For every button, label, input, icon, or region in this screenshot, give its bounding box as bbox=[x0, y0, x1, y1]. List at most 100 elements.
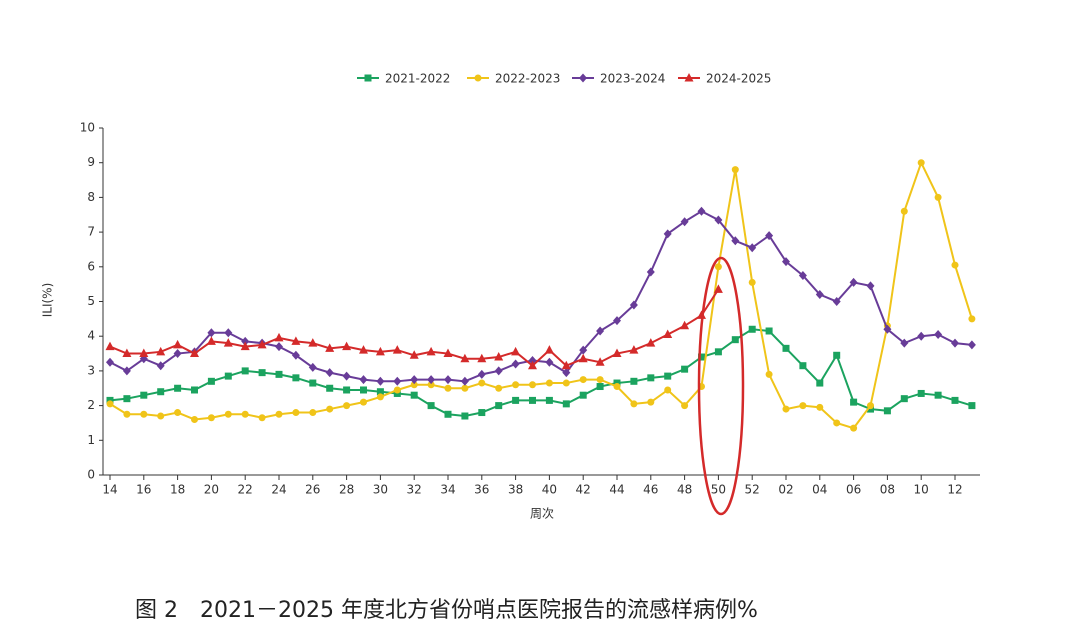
y-tick-label: 9 bbox=[87, 155, 95, 169]
x-tick-label: 24 bbox=[271, 483, 286, 497]
marker bbox=[900, 207, 908, 215]
marker bbox=[850, 424, 858, 432]
x-tick-label: 20 bbox=[204, 483, 219, 497]
marker bbox=[240, 341, 250, 351]
marker bbox=[173, 349, 182, 359]
marker bbox=[291, 336, 301, 345]
marker bbox=[748, 325, 756, 333]
marker bbox=[427, 375, 436, 385]
marker bbox=[544, 345, 554, 354]
marker bbox=[681, 402, 689, 410]
marker bbox=[511, 346, 521, 356]
marker bbox=[207, 377, 215, 385]
marker bbox=[191, 415, 198, 423]
legend-label: 2022-2023 bbox=[495, 72, 560, 86]
marker bbox=[173, 339, 183, 349]
marker bbox=[629, 345, 639, 354]
marker bbox=[292, 409, 300, 417]
marker bbox=[275, 342, 283, 352]
marker bbox=[680, 217, 689, 227]
y-tick-label: 3 bbox=[87, 363, 95, 377]
marker bbox=[798, 270, 807, 280]
marker bbox=[106, 400, 114, 408]
marker bbox=[375, 346, 385, 356]
marker bbox=[495, 402, 503, 410]
marker bbox=[596, 376, 604, 384]
marker bbox=[224, 328, 233, 338]
marker bbox=[816, 379, 824, 387]
legend-label: 2024-2025 bbox=[706, 72, 771, 86]
marker bbox=[392, 345, 402, 354]
marker bbox=[156, 361, 165, 371]
marker bbox=[409, 350, 419, 359]
marker bbox=[579, 376, 587, 384]
x-tick-label: 10 bbox=[914, 483, 929, 497]
x-tick-label: 08 bbox=[880, 483, 895, 497]
y-tick-label: 7 bbox=[87, 225, 95, 239]
x-tick-label: 04 bbox=[812, 483, 827, 497]
marker bbox=[815, 290, 824, 300]
y-tick-label: 10 bbox=[80, 121, 95, 135]
marker bbox=[731, 336, 739, 344]
marker bbox=[342, 341, 352, 351]
marker bbox=[376, 376, 385, 386]
legend-marker bbox=[579, 73, 587, 83]
marker bbox=[224, 372, 232, 380]
marker bbox=[292, 374, 300, 382]
marker bbox=[105, 341, 115, 351]
marker bbox=[460, 376, 469, 386]
marker bbox=[494, 366, 503, 376]
marker bbox=[376, 393, 384, 401]
marker bbox=[444, 410, 452, 418]
marker bbox=[917, 389, 925, 397]
legend-marker bbox=[684, 73, 694, 82]
marker bbox=[460, 353, 470, 363]
marker bbox=[308, 338, 318, 347]
x-tick-label: 06 bbox=[846, 483, 861, 497]
marker bbox=[376, 388, 384, 396]
marker bbox=[545, 357, 554, 367]
marker bbox=[478, 409, 486, 417]
marker bbox=[528, 360, 537, 370]
marker bbox=[680, 320, 690, 330]
marker bbox=[207, 328, 216, 338]
marker bbox=[258, 369, 266, 377]
marker bbox=[765, 327, 773, 335]
marker bbox=[900, 395, 908, 403]
marker bbox=[206, 336, 216, 345]
x-tick-label: 52 bbox=[745, 483, 760, 497]
x-tick-label: 50 bbox=[711, 483, 726, 497]
marker bbox=[443, 348, 453, 358]
marker bbox=[934, 391, 942, 399]
marker bbox=[832, 297, 841, 306]
marker bbox=[545, 396, 553, 404]
marker bbox=[359, 375, 368, 385]
x-tick-label: 26 bbox=[305, 483, 320, 497]
legend-marker bbox=[364, 74, 372, 82]
x-tick-label: 14 bbox=[102, 483, 117, 497]
marker bbox=[782, 344, 790, 352]
y-tick-label: 6 bbox=[87, 259, 95, 273]
marker bbox=[833, 351, 841, 359]
marker bbox=[681, 365, 689, 373]
marker bbox=[122, 348, 132, 358]
marker bbox=[799, 402, 807, 410]
x-tick-label: 44 bbox=[609, 483, 624, 497]
y-tick-label: 0 bbox=[87, 468, 95, 482]
x-tick-label: 30 bbox=[373, 483, 388, 497]
marker bbox=[359, 345, 368, 354]
marker bbox=[613, 383, 621, 391]
marker bbox=[326, 405, 334, 413]
marker bbox=[427, 381, 435, 389]
x-tick-label: 02 bbox=[778, 483, 793, 497]
marker bbox=[343, 386, 351, 394]
marker bbox=[630, 377, 638, 385]
marker bbox=[191, 386, 198, 394]
series-line bbox=[109, 328, 973, 418]
marker bbox=[360, 386, 367, 394]
marker bbox=[308, 362, 317, 372]
marker bbox=[122, 366, 131, 376]
marker bbox=[646, 267, 655, 277]
marker bbox=[900, 338, 909, 348]
